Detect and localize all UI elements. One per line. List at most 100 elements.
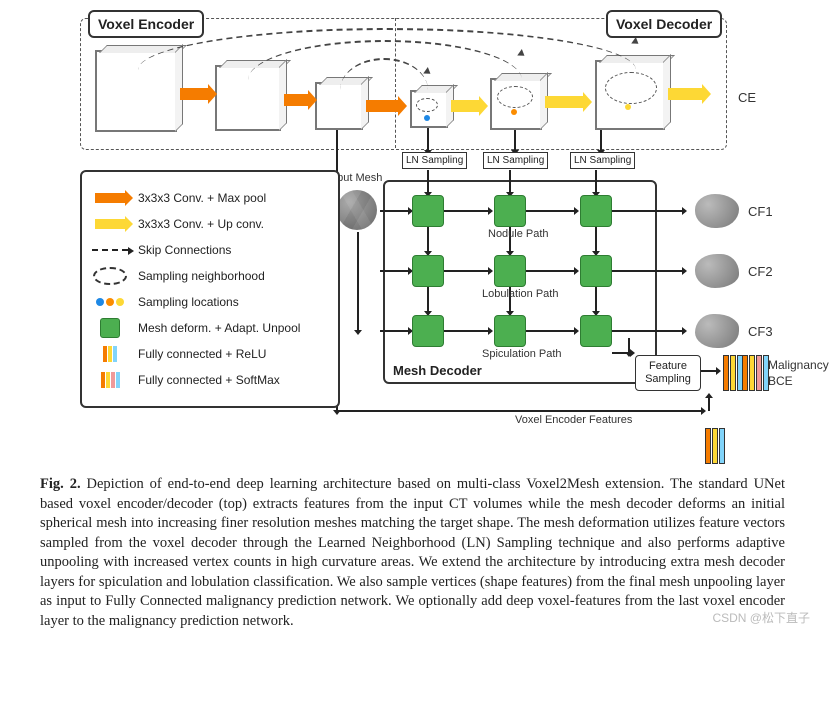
arrow-dec1-ln1 — [427, 128, 429, 150]
arrow-r2-c12 — [444, 270, 488, 272]
legend-icon-fc-softmax — [90, 372, 130, 388]
mesh-r2c2 — [494, 255, 526, 287]
cf1-label: CF1 — [748, 204, 773, 219]
sampling-oval-3 — [605, 72, 657, 104]
mesh-r3c2 — [494, 315, 526, 347]
arrow-ln3-m3 — [595, 170, 597, 192]
voxel-enc-feat-label: Voxel Encoder Features — [515, 414, 632, 426]
mesh-r3c1 — [412, 315, 444, 347]
output-blob-2 — [695, 254, 739, 288]
spiculation-path-label: Spiculation Path — [482, 348, 562, 360]
arrow-r3c3-fs-h — [612, 352, 630, 354]
cf3-label: CF3 — [748, 324, 773, 339]
voxel-decoder-title: Voxel Decoder — [606, 10, 722, 38]
voxel-encoder-title: Voxel Encoder — [88, 10, 204, 38]
arrow-c3-r23 — [595, 287, 597, 311]
conv-arrow-2 — [284, 94, 308, 106]
legend-icon-dashed-arrow — [90, 249, 130, 251]
arrow-r3-c12 — [444, 330, 488, 332]
legend-item-4: Sampling locations — [90, 292, 330, 312]
arrow-r2-out — [612, 270, 682, 272]
sampling-dot-2 — [511, 109, 517, 115]
sampling-dot-3 — [625, 104, 631, 110]
arrow-sphere-r3 — [380, 330, 408, 332]
arrow-encfeat-up — [708, 398, 710, 411]
malignancy-label-2: BCE — [768, 374, 793, 388]
arrow-ln1-m1 — [427, 170, 429, 192]
output-blob-3 — [695, 314, 739, 348]
legend-label-0: 3x3x3 Conv. + Max pool — [138, 191, 266, 205]
legend-item-6: Fully connected + ReLU — [90, 344, 330, 364]
mesh-r1c1 — [412, 195, 444, 227]
upconv-arrow-1 — [451, 100, 479, 112]
mesh-r2c3 — [580, 255, 612, 287]
arrow-fs-fc — [700, 370, 716, 372]
arrow-c1-r23 — [427, 287, 429, 311]
sampling-dot-1 — [424, 115, 430, 121]
figure-caption-label: Fig. 2. — [40, 476, 81, 492]
conv-arrow-3 — [366, 100, 398, 112]
fc-relu — [723, 355, 743, 391]
legend-item-2: Skip Connections — [90, 240, 330, 260]
arrow-r1-c23 — [526, 210, 574, 212]
lobulation-path-label: Lobulation Path — [482, 288, 558, 300]
legend-icon-dots — [90, 298, 130, 306]
voxel-decoder-title-text: Voxel Decoder — [616, 16, 712, 32]
legend-icon-oval — [90, 267, 130, 285]
sampling-oval-2 — [497, 86, 533, 108]
figure-caption-text: Depiction of end-to-end deep learning ar… — [40, 476, 785, 629]
mesh-decoder-title: Mesh Decoder — [393, 363, 482, 378]
legend-label-7: Fully connected + SoftMax — [138, 373, 280, 387]
arrow-r3-out — [612, 330, 682, 332]
legend-item-1: 3x3x3 Conv. + Up conv. — [90, 214, 330, 234]
legend-icon-fc-relu — [90, 346, 130, 362]
fc-relu-bottom — [705, 428, 725, 464]
arrow-r1-c12 — [444, 210, 488, 212]
legend-panel: 3x3x3 Conv. + Max pool 3x3x3 Conv. + Up … — [80, 170, 340, 408]
upconv-arrow-2 — [545, 96, 583, 108]
arrow-c1-r12 — [427, 227, 429, 251]
arrow-c3-r12 — [595, 227, 597, 251]
watermark-text: CSDN @松下直子 — [712, 609, 810, 626]
architecture-figure: Voxel Encoder Voxel Decoder — [40, 10, 820, 455]
legend-icon-orange-arrow — [90, 193, 130, 203]
arrow-r2-c23 — [526, 270, 574, 272]
cf2-label: CF2 — [748, 264, 773, 279]
legend-item-7: Fully connected + SoftMax — [90, 370, 330, 390]
arrow-ln2-m2 — [509, 170, 511, 192]
mesh-r1c2 — [494, 195, 526, 227]
upconv-arrow-3 — [668, 88, 702, 100]
output-blob-1 — [695, 194, 739, 228]
legend-label-4: Sampling locations — [138, 295, 239, 309]
ce-label: CE — [738, 90, 756, 105]
arrow-sphere-r1 — [380, 210, 408, 212]
legend-item-0: 3x3x3 Conv. + Max pool — [90, 188, 330, 208]
mesh-r2c1 — [412, 255, 444, 287]
ln-sampling-1: LN Sampling — [402, 152, 467, 169]
malignancy-label-1: Malignancy — [768, 358, 829, 372]
input-mesh-sphere — [337, 190, 377, 230]
legend-item-5: Mesh deform. + Adapt. Unpool — [90, 318, 330, 338]
arrow-enc3-right — [336, 410, 701, 412]
arrow-sphere-r2 — [380, 270, 408, 272]
legend-item-3: Sampling neighborhood — [90, 266, 330, 286]
legend-icon-green-sq — [90, 318, 130, 338]
voxel-encoder-title-text: Voxel Encoder — [98, 16, 194, 32]
arrow-r1-out — [612, 210, 682, 212]
ln-sampling-1-text: LN Sampling — [406, 155, 463, 166]
feature-sampling-text: Feature Sampling — [645, 360, 691, 385]
mesh-r3c3 — [580, 315, 612, 347]
ln-sampling-2: LN Sampling — [483, 152, 548, 169]
ln-sampling-3: LN Sampling — [570, 152, 635, 169]
arrow-dec3-ln3 — [600, 130, 602, 150]
legend-label-6: Fully connected + ReLU — [138, 347, 266, 361]
conv-arrow-1 — [180, 88, 208, 100]
feature-sampling-box: Feature Sampling — [635, 355, 701, 391]
legend-label-5: Mesh deform. + Adapt. Unpool — [138, 321, 300, 335]
ln-sampling-2-text: LN Sampling — [487, 155, 544, 166]
legend-label-3: Sampling neighborhood — [138, 269, 265, 283]
nodule-path-label: Nodule Path — [488, 228, 549, 240]
legend-label-1: 3x3x3 Conv. + Up conv. — [138, 217, 264, 231]
legend-label-2: Skip Connections — [138, 243, 231, 257]
figure-caption: Fig. 2. Depiction of end-to-end deep lea… — [40, 475, 785, 632]
